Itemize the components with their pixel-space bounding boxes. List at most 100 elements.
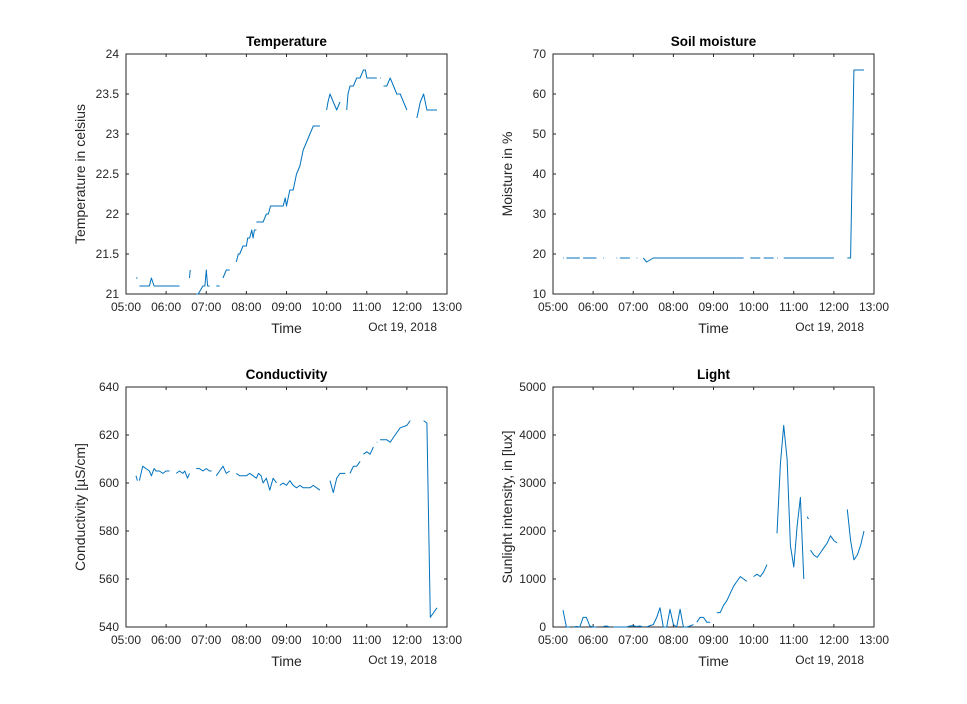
x-tick-label: 13:00 [432, 633, 462, 647]
x-tick-label: 07:00 [191, 633, 221, 647]
series-line-segment [196, 468, 212, 472]
date-label: Oct 19, 2018 [368, 653, 437, 667]
series-line-segment [139, 277, 180, 287]
x-tick-label: 12:00 [392, 300, 422, 314]
x-tick-label: 13:00 [859, 300, 889, 314]
y-axis-label: Temperature in celsius [72, 104, 88, 244]
x-tick-label: 11:00 [352, 300, 381, 314]
y-axis-label: Sunlight intensity, in [lux] [499, 430, 515, 583]
x-tick-label: 08:00 [231, 633, 261, 647]
x-tick-label: 11:00 [779, 300, 808, 314]
series-line-segment [256, 125, 320, 223]
series-line-segment [646, 607, 694, 628]
series-line-segment [236, 472, 277, 491]
x-tick-label: 06:00 [151, 633, 181, 647]
chart-panel: Light 05:00 06:00 07:00 08:00 09:00 10:00 11:00… [499, 367, 889, 669]
series-line-segment [222, 269, 230, 279]
x-tick-label: 09:00 [698, 300, 728, 314]
series-line-segment [329, 472, 346, 494]
series-line-segment [716, 576, 748, 614]
series-line-segment [189, 269, 191, 279]
y-tick-label: 20 [533, 247, 547, 261]
series-line-segment [279, 480, 321, 491]
y-tick-label: 30 [533, 207, 547, 221]
x-tick-label: 09:00 [698, 633, 728, 647]
y-tick-label: 560 [99, 572, 119, 586]
y-axis-label: Moisture in % [499, 132, 515, 217]
series-line-segment [326, 93, 341, 111]
x-axis-label: Time [698, 320, 729, 336]
y-tick-label: 60 [533, 87, 547, 101]
y-axis-label: Conductivity [µS/cm] [72, 443, 88, 571]
y-tick-label: 620 [99, 428, 119, 442]
x-tick-label: 05:00 [538, 633, 568, 647]
series-line-segment [642, 257, 744, 263]
date-label: Oct 19, 2018 [368, 320, 437, 334]
series-line-segment [380, 420, 411, 443]
y-tick-label: 5000 [519, 380, 546, 394]
y-tick-label: 1000 [519, 572, 546, 586]
series-line-segment [810, 535, 838, 558]
x-tick-label: 13:00 [432, 300, 462, 314]
y-tick-label: 50 [533, 127, 547, 141]
x-axis-label: Time [271, 320, 302, 336]
series-line-segment [806, 516, 809, 520]
series-line-segment [346, 69, 377, 111]
x-tick-label: 07:00 [618, 300, 648, 314]
y-tick-label: 580 [99, 524, 119, 538]
series-line-segment [847, 69, 864, 259]
x-tick-label: 05:00 [538, 300, 568, 314]
series-line-segment [138, 465, 170, 481]
x-tick-label: 10:00 [312, 633, 342, 647]
x-tick-label: 11:00 [352, 633, 381, 647]
x-tick-label: 09:00 [271, 633, 301, 647]
x-tick-label: 12:00 [819, 633, 849, 647]
x-tick-label: 10:00 [739, 300, 769, 314]
date-label: Oct 19, 2018 [795, 653, 864, 667]
chart-title: Temperature [246, 34, 327, 49]
y-tick-label: 40 [533, 167, 547, 181]
y-tick-label: 23 [106, 127, 120, 141]
chart-title: Light [697, 367, 730, 382]
series-line-segment [235, 229, 257, 263]
y-tick-label: 10 [533, 287, 547, 301]
y-tick-label: 22.5 [96, 167, 120, 181]
plot-area [125, 53, 448, 295]
x-tick-label: 08:00 [658, 633, 688, 647]
plot-area [552, 53, 875, 295]
x-tick-label: 06:00 [578, 300, 608, 314]
x-tick-label: 12:00 [392, 633, 422, 647]
chart-panel: Temperature 05:00 06:00 07:00 08:00 09:00 10:0… [72, 34, 462, 336]
chart-panel: Soil moisture 05:00 06:00 07:00 08:00 09:00 10… [499, 34, 889, 336]
x-tick-label: 13:00 [859, 633, 889, 647]
chart-title: Soil moisture [671, 34, 757, 49]
series-line-segment [573, 616, 597, 628]
series-line-segment [416, 93, 437, 119]
series-line-segment [562, 610, 570, 628]
x-tick-label: 06:00 [578, 633, 608, 647]
x-tick-label: 07:00 [618, 633, 648, 647]
series-line-segment [776, 424, 805, 580]
x-axis-label: Time [271, 653, 302, 669]
series-line-segment [363, 446, 374, 455]
series-line-segment [349, 461, 361, 474]
x-tick-label: 08:00 [658, 300, 688, 314]
y-tick-label: 21.5 [96, 247, 120, 261]
y-tick-label: 540 [99, 620, 119, 634]
x-tick-label: 05:00 [111, 633, 141, 647]
x-tick-label: 06:00 [151, 300, 181, 314]
series-line-segment [603, 625, 610, 628]
plot-area [552, 386, 875, 628]
y-tick-label: 23.5 [96, 87, 120, 101]
series-line-segment [383, 77, 408, 111]
y-tick-label: 0 [539, 620, 546, 634]
series-line-segment [135, 475, 138, 481]
y-tick-label: 24 [106, 47, 120, 61]
series-line-segment [696, 616, 711, 623]
x-tick-label: 12:00 [819, 300, 849, 314]
series-line-segment [196, 269, 210, 295]
series-line-segment [175, 470, 190, 479]
x-axis-label: Time [698, 653, 729, 669]
y-tick-label: 640 [99, 380, 119, 394]
